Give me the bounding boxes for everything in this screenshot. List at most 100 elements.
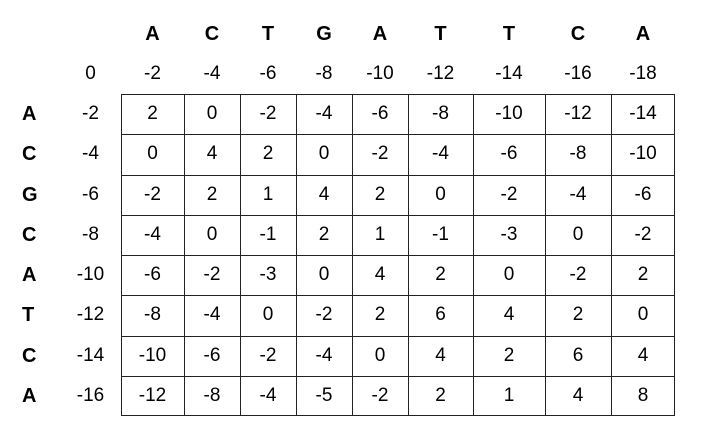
matrix-cell: -2: [203, 264, 221, 285]
matrix-cell: 1: [374, 223, 386, 245]
matrix-cell: 2: [318, 223, 330, 245]
side-gap-score: -4: [82, 143, 99, 165]
top-gap-score: 0: [85, 63, 96, 84]
side-sequence-letter: A: [22, 384, 37, 407]
side-gap-score: -16: [76, 384, 105, 406]
matrix-cell: 0: [503, 264, 515, 285]
top-sequence-letter: A: [372, 23, 388, 45]
matrix-cell: 0: [572, 223, 584, 245]
matrix-cell: 0: [318, 143, 330, 165]
matrix-cell: -12: [138, 384, 167, 406]
matrix-cell: 2: [206, 183, 218, 205]
matrix-cell: -8: [432, 103, 449, 124]
side-sequence-letter: T: [22, 304, 35, 327]
side-gap-score: -2: [82, 103, 99, 124]
matrix-cell: -2: [500, 183, 518, 205]
matrix-cell: 4: [435, 344, 446, 366]
top-sequence-letter: C: [204, 23, 220, 45]
matrix-cell: -6: [203, 344, 221, 366]
matrix-row-divider: [121, 295, 675, 296]
matrix-cell: -2: [569, 264, 587, 285]
matrix-cell: -4: [315, 344, 333, 366]
matrix-cell: 1: [262, 183, 274, 205]
matrix-cell: -2: [371, 143, 389, 165]
matrix-cell: -10: [629, 143, 657, 165]
top-gap-score: -12: [426, 63, 455, 84]
top-gap-score: -2: [144, 63, 161, 84]
top-gap-score: -6: [259, 63, 277, 84]
matrix-cell: -5: [315, 384, 333, 406]
matrix-cell: 4: [318, 183, 330, 205]
matrix-cell: 2: [637, 264, 649, 285]
top-sequence-letter: A: [145, 23, 160, 45]
matrix-cell: 1: [503, 384, 515, 406]
matrix-cell: -8: [203, 384, 221, 406]
matrix-row-divider: [121, 336, 675, 337]
matrix-cell: -8: [144, 304, 161, 326]
matrix-cell: -2: [259, 344, 277, 366]
top-gap-score: -16: [564, 63, 592, 84]
top-gap-score: -14: [495, 63, 523, 84]
matrix-cell: -4: [144, 223, 161, 245]
matrix-cell: -14: [629, 103, 657, 124]
top-gap-score: -8: [315, 63, 333, 84]
side-sequence-letter: C: [22, 344, 37, 367]
matrix-cell: 2: [503, 344, 515, 366]
matrix-row-divider: [121, 215, 675, 216]
matrix-cell: -6: [634, 183, 652, 205]
matrix-row-divider: [121, 175, 675, 176]
matrix-cell: 0: [147, 143, 158, 165]
matrix-cell: -6: [500, 143, 518, 165]
matrix-cell: -1: [432, 223, 449, 245]
matrix-cell: 2: [374, 304, 386, 326]
matrix-cell: -6: [371, 103, 389, 124]
matrix-cell: 2: [435, 384, 446, 406]
side-sequence-letter: C: [22, 143, 37, 166]
matrix-cell: 0: [637, 304, 649, 326]
matrix-cell: -4: [315, 103, 333, 124]
matrix-cell: -1: [259, 223, 277, 245]
matrix-cell: -2: [634, 223, 652, 245]
matrix-cell: 0: [318, 264, 330, 285]
matrix-cell: 2: [572, 304, 584, 326]
matrix-cell: -2: [315, 304, 333, 326]
matrix-cell: 8: [637, 384, 649, 406]
matrix-cell: 4: [206, 143, 218, 165]
matrix-cell: 0: [262, 304, 274, 326]
top-sequence-letter: T: [434, 23, 447, 45]
matrix-cell: 2: [147, 103, 158, 124]
matrix-cell: -2: [259, 103, 277, 124]
matrix-cell: -2: [144, 183, 161, 205]
matrix-cell: -4: [432, 143, 449, 165]
matrix-cell: 4: [374, 264, 386, 285]
matrix-cell: 0: [206, 223, 218, 245]
matrix-cell: -8: [569, 143, 587, 165]
side-sequence-letter: C: [22, 223, 37, 246]
matrix-cell: -4: [259, 384, 277, 406]
side-gap-score: -14: [76, 344, 105, 366]
matrix-cell: -12: [564, 103, 592, 124]
matrix-row-divider: [121, 376, 675, 377]
matrix-cell: 0: [206, 103, 218, 124]
matrix-cell: 0: [374, 344, 386, 366]
matrix-cell: 6: [572, 344, 584, 366]
matrix-cell: 4: [503, 304, 515, 326]
matrix-cell: -6: [144, 264, 161, 285]
matrix-cell: -2: [371, 384, 389, 406]
matrix-cell: -4: [569, 183, 587, 205]
matrix-cell: 2: [435, 264, 446, 285]
top-sequence-letter: T: [502, 23, 516, 45]
matrix-cell: -10: [495, 103, 523, 124]
side-gap-score: -8: [82, 223, 99, 245]
matrix-row-divider: [121, 255, 675, 256]
matrix-cell: 2: [374, 183, 386, 205]
side-sequence-letter: A: [22, 264, 37, 286]
top-gap-score: -10: [366, 63, 394, 84]
matrix-cell: 4: [572, 384, 584, 406]
side-gap-score: -6: [82, 183, 99, 205]
top-sequence-letter: C: [570, 23, 586, 45]
top-gap-score: -4: [203, 63, 221, 84]
matrix-cell: -3: [259, 264, 277, 285]
top-sequence-letter: G: [316, 23, 332, 45]
